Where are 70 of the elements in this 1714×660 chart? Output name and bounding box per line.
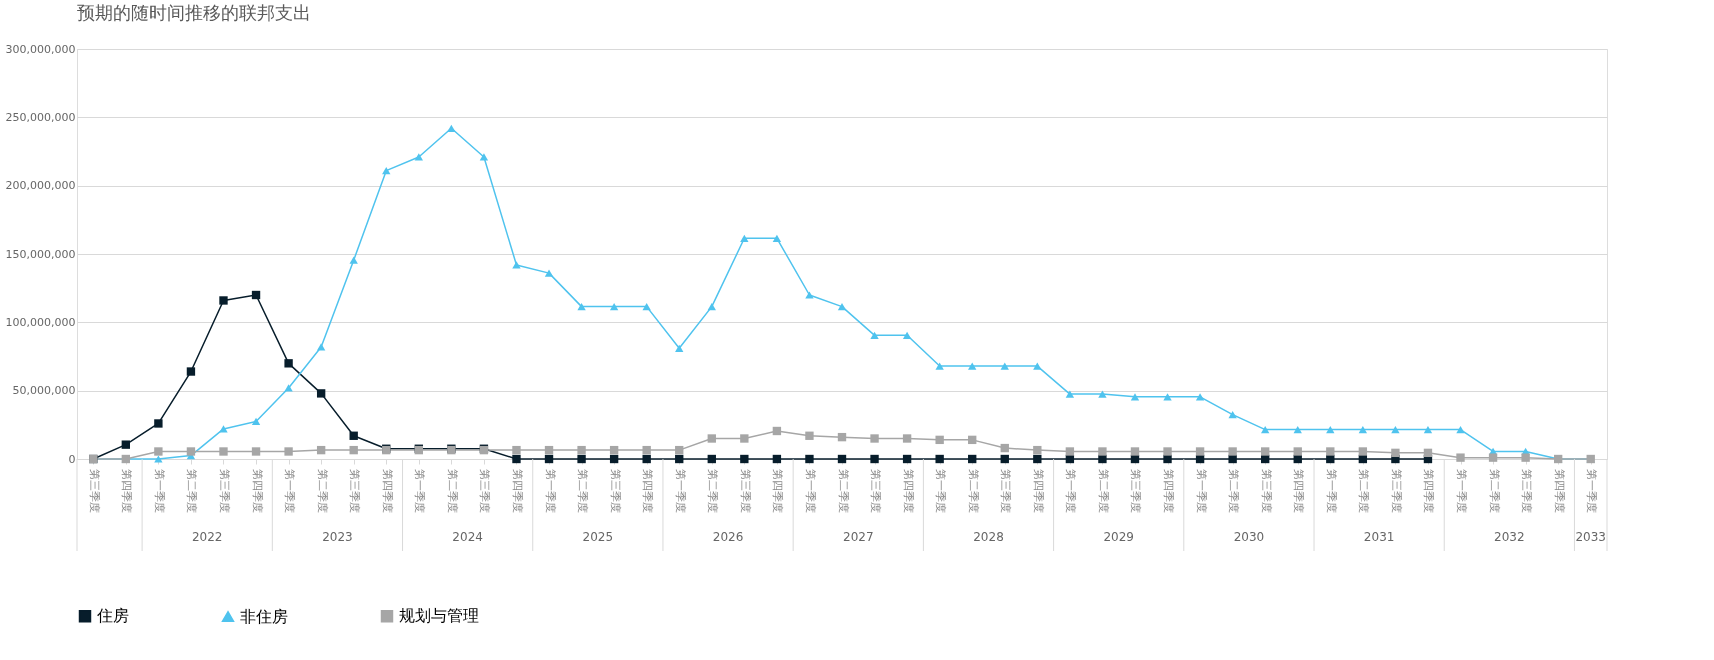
x-tick-label: 第二季度 <box>706 468 720 513</box>
x-tick-label: 第三季度 <box>1259 468 1273 513</box>
legend-label: 非住房 <box>240 606 288 626</box>
x-tick-label: 第二季度 <box>966 468 980 513</box>
y-tick-label: 300,000,000 <box>5 42 76 56</box>
x-tick-label: 第二季度 <box>1357 468 1371 513</box>
text: 2033 <box>1575 530 1606 544</box>
text: 2026 <box>712 530 744 544</box>
text: 2032 <box>1494 530 1525 544</box>
x-tick-label: 第二季度 <box>1096 468 1110 513</box>
x-tick-label: 第二季度 <box>1227 468 1241 513</box>
y-tick-label: 200,000,000 <box>5 179 76 193</box>
text: 2025 <box>582 530 614 544</box>
x-tick-label: 第四季度 <box>1162 468 1176 513</box>
x-tick-label: 第一季度 <box>673 468 687 513</box>
text: 2031 <box>1363 530 1395 544</box>
text: 2024 <box>452 530 483 544</box>
x-tick-label: 第四季度 <box>1422 468 1436 513</box>
x-tick-label: 第四季度 <box>120 468 134 513</box>
x-tick-label: 第二季度 <box>576 468 590 513</box>
x-tick-label: 第二季度 <box>445 468 459 513</box>
x-tick-label: 第三季度 <box>999 468 1013 513</box>
x-tick-label: 第一季度 <box>1194 468 1208 513</box>
text: 2027 <box>843 530 874 544</box>
x-tick-label: 第四季度 <box>250 468 264 513</box>
y-tick-label: 0 <box>68 452 76 466</box>
x-tick-label: 第四季度 <box>771 468 785 513</box>
y-tick-label: 100,000,000 <box>5 315 76 329</box>
x-tick-label: 第三季度 <box>1129 468 1143 513</box>
x-tick-label: 第三季度 <box>478 468 492 513</box>
x-tick-label: 第四季度 <box>1552 468 1566 513</box>
y-tick-label: 250,000,000 <box>5 110 76 124</box>
x-tick-label: 第二季度 <box>185 468 199 513</box>
x-tick-label: 第一季度 <box>152 468 166 513</box>
x-tick-label: 第三季度 <box>1520 468 1534 513</box>
text: 2029 <box>1103 530 1134 544</box>
x-tick-label: 第一季度 <box>1064 468 1078 513</box>
x-tick-label: 第一季度 <box>1455 468 1469 513</box>
x-tick-label: 第二季度 <box>836 468 850 513</box>
x-tick-label: 第二季度 <box>1487 468 1501 513</box>
y-tick-label: 50,000,000 <box>12 384 76 398</box>
x-tick-label: 第三季度 <box>217 468 231 513</box>
x-tick-label: 第三季度 <box>608 468 622 513</box>
x-tick-label: 第三季度 <box>869 468 883 513</box>
text: 2028 <box>973 530 1004 544</box>
text: 2022 <box>191 530 223 544</box>
y-tick-label: 150,000,000 <box>5 247 76 261</box>
text: 2023 <box>322 530 353 544</box>
x-tick-label: 第一季度 <box>543 468 557 513</box>
x-tick-label: 第一季度 <box>283 468 297 513</box>
x-tick-label: 第三季度 <box>87 468 101 513</box>
legend-label: 规划与管理 <box>399 606 479 626</box>
x-tick-label: 第二季度 <box>315 468 329 513</box>
x-tick-label: 第一季度 <box>1585 468 1599 513</box>
x-tick-label: 第四季度 <box>901 468 915 513</box>
x-tick-label: 第一季度 <box>413 468 427 513</box>
text: 2030 <box>1233 530 1265 544</box>
x-tick-label: 第一季度 <box>934 468 948 513</box>
x-tick-label: 第三季度 <box>1389 468 1403 513</box>
x-tick-label: 第一季度 <box>1324 468 1338 513</box>
x-tick-label: 第三季度 <box>738 468 752 513</box>
x-tick-label: 第一季度 <box>803 468 817 513</box>
x-tick-label: 第三季度 <box>348 468 362 513</box>
x-tick-label: 第四季度 <box>380 468 394 513</box>
x-tick-label: 第四季度 <box>1292 468 1306 513</box>
x-tick-label: 第四季度 <box>1031 468 1045 513</box>
chart-title: 预期的随时间推移的联邦支出 <box>77 2 311 23</box>
x-tick-label: 第四季度 <box>510 468 524 513</box>
legend-label: 住房 <box>96 606 129 626</box>
x-tick-label: 第四季度 <box>641 468 655 513</box>
